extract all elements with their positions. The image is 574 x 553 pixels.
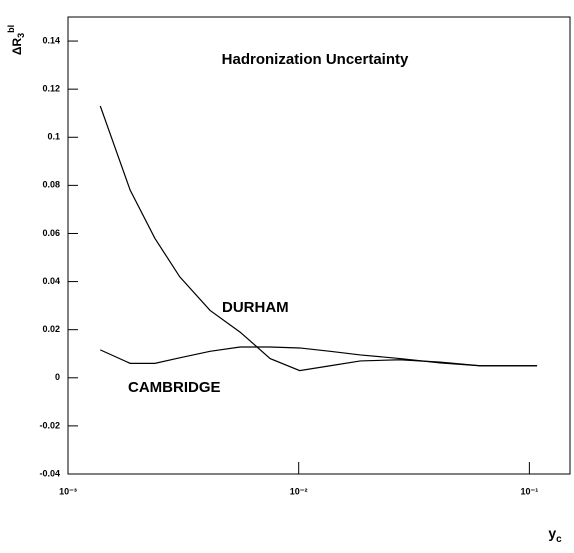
y-tick-label: -0.04 — [39, 468, 60, 478]
y-label-main: ΔR — [10, 38, 24, 56]
y-label-sup: bl — [6, 25, 16, 33]
series-line — [99, 105, 538, 372]
x-axis-label: yc — [548, 525, 562, 545]
y-tick-label: 0.04 — [42, 276, 60, 286]
y-tick-label: 0.02 — [42, 324, 60, 334]
y-axis-label: ΔR3bl — [6, 25, 26, 55]
y-tick-label: 0.12 — [42, 84, 60, 94]
series-label: DURHAM — [222, 299, 289, 316]
series-label: CAMBRIDGE — [128, 379, 221, 396]
x-tick-label: 10⁻¹ — [520, 486, 538, 496]
x-label-sub: c — [556, 534, 562, 545]
y-tick-label: -0.02 — [39, 420, 60, 430]
y-tick-label: 0.08 — [42, 180, 60, 190]
y-tick-label: 0 — [55, 372, 60, 382]
y-tick-label: 0.1 — [47, 132, 60, 142]
plot-frame — [67, 16, 571, 475]
chart-title: Hadronization Uncertainty — [222, 51, 409, 68]
series-line — [100, 346, 538, 367]
x-tick-label: 10⁻² — [290, 486, 308, 496]
y-label-sub: 3 — [16, 33, 26, 38]
y-tick-label: 0.14 — [42, 35, 60, 45]
x-label-main: y — [548, 525, 556, 541]
y-tick-label: 0.06 — [42, 228, 60, 238]
x-tick-label: 10⁻³ — [59, 486, 77, 496]
